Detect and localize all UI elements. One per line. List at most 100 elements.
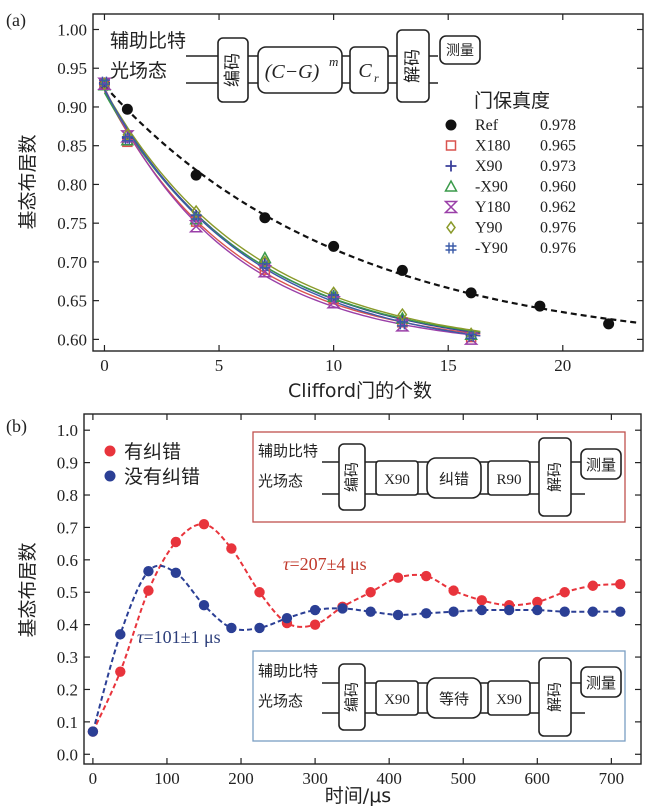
panel-b-xlabel: 时间/μs: [325, 785, 391, 807]
fit-curve-corrected: [91, 523, 621, 733]
data-point--y90: [465, 330, 477, 342]
panel-b-frame: [83, 413, 642, 765]
data-point--y90: [98, 76, 110, 88]
legend-marker-x90: [445, 160, 457, 172]
circuit-gate-sequence-label: (C−G): [265, 61, 320, 83]
panel-b-ytick-label: 0.2: [57, 680, 78, 699]
panel-b-ytick-label: 0.5: [57, 583, 78, 602]
panel-b-ytick-label: 0.9: [57, 454, 78, 473]
circuit-input-bottom: 光场态: [110, 60, 167, 82]
panel-b-ytick-label: 0.0: [57, 745, 78, 764]
data-point--y90: [328, 291, 340, 303]
panel-a-xtick-label: 20: [554, 356, 571, 375]
circuit-uncorrected-gate2-label: 等待: [439, 690, 469, 708]
circuit-recovery-label: C: [358, 60, 372, 82]
circuit-uncorrected-gate3-label: X90: [496, 692, 522, 708]
legend-name-x180: X180: [475, 138, 511, 155]
panel-b-ylabel: 基态布居数: [17, 542, 39, 637]
legend-marker-corrected: [104, 445, 116, 457]
data-point-uncorrected: [420, 608, 432, 619]
circuit-corrected-decode-box: [538, 437, 572, 517]
fit-curve-ref: [103, 85, 639, 324]
panel-b-ytick-label: 1.0: [57, 421, 78, 440]
data-point-corrected: [198, 518, 210, 530]
data-point-corrected: [532, 596, 543, 608]
circuit-uncorrected-decode-label: 解码: [546, 682, 564, 712]
data-point-uncorrected: [448, 606, 459, 617]
circuit-recovery-subscript: r: [374, 71, 379, 85]
circuit-uncorrected-measure-label: 测量: [586, 674, 616, 692]
legend-marker-y180: [443, 200, 459, 214]
data-point-uncorrected: [559, 606, 570, 617]
circuit-gate-sequence-box: [257, 46, 343, 94]
data-point-uncorrected: [170, 567, 182, 578]
panel-a-ytick-label: 0.85: [57, 137, 87, 156]
circuit-corrected-measure-label: 测量: [586, 456, 616, 474]
legend-fidelity-y180: 0.962: [540, 199, 576, 216]
legend-marker--x90: [444, 179, 458, 192]
circuit-encode-label: 编码: [223, 53, 243, 87]
legend-name-y180: Y180: [475, 199, 511, 216]
data-point--x90: [258, 250, 272, 264]
panel-a-label: (a): [6, 10, 26, 31]
circuit-corrected-gate3-box: [487, 460, 531, 496]
legend-marker-y90: [446, 220, 456, 235]
circuit-corrected-input-top: 辅助比特: [258, 442, 318, 460]
data-point-corrected: [226, 543, 237, 554]
panel-a-ytick-label: 0.80: [57, 175, 87, 194]
circuit-encode-box: [217, 37, 249, 103]
legend-fidelity--x90: 0.960: [540, 179, 576, 196]
data-point-uncorrected: [615, 606, 626, 617]
panel-b-ytick-label: 0.4: [57, 616, 79, 635]
legend-fidelity-x90: 0.973: [540, 158, 576, 175]
data-point-ref: [190, 169, 202, 181]
panel-a-ytick-label: 0.75: [57, 214, 87, 233]
panel-b-ytick-label: 0.1: [57, 713, 78, 732]
fit-curve-y180: [103, 87, 481, 337]
data-point-uncorrected: [254, 622, 265, 634]
legend-marker-x180: [445, 140, 457, 151]
panel-a-ytick-label: 1.00: [57, 20, 87, 39]
data-point-ref: [465, 287, 477, 299]
circuit-uncorrected-gate2-box: [426, 677, 482, 719]
data-point-corrected: [615, 578, 626, 590]
panel-a: (a) 0.60 0.65 0.70 0.75 0.80 0.85 0.90 0.95 1.00…: [6, 10, 644, 402]
panel-b-ytick-label: 0.6: [57, 551, 78, 570]
panel-a-legend: 门保真度 Ref 0.978 X180 0.965 X90 0.973 -X90 0.960 Y…: [443, 90, 576, 257]
fit-curve--y90: [103, 89, 481, 337]
circuit-corrected-decode-label: 解码: [546, 462, 564, 492]
panel-b-xtick-label: 100: [154, 769, 180, 788]
data-point-uncorrected: [115, 629, 126, 640]
panel-b-ytick-label: 0.8: [57, 486, 78, 505]
data-point--y90: [121, 133, 133, 145]
fit-curve-y90: [103, 89, 481, 333]
panel-b-ytick-label: 0.7: [57, 518, 79, 537]
panel-b-xtick-label: 600: [525, 769, 551, 788]
data-point--x90: [395, 311, 410, 324]
circuit-corrected-encode-box: [338, 443, 366, 511]
panel-b-circuit-uncorrected: 辅助比特 光场态 编码 X90 等待 X90 解码 测量: [252, 650, 626, 742]
data-point-corrected: [559, 587, 570, 598]
panel-b-ytick-label: 0.3: [57, 648, 78, 667]
circuit-uncorrected-gate1-box: [375, 680, 419, 716]
panel-b-xtick-label: 400: [376, 769, 402, 788]
circuit-decode-box: [396, 29, 430, 103]
data-point-corrected: [392, 572, 404, 583]
panel-b-label: (b): [6, 416, 27, 437]
data-point-uncorrected: [503, 604, 515, 616]
fit-curve--x90: [103, 92, 481, 333]
data-point-ref: [396, 264, 408, 276]
panel-a-frame: [92, 13, 644, 352]
legend-marker-uncorrected: [104, 470, 116, 482]
fit-curve-x90: [103, 89, 481, 334]
data-point-corrected: [476, 595, 487, 606]
circuit-uncorrected-input-bottom: 光场态: [258, 692, 303, 710]
panel-b-legend: 有纠错 没有纠错: [104, 441, 200, 488]
panel-a-xtick-label: 10: [325, 356, 342, 375]
data-point-corrected: [170, 536, 182, 548]
panel-a-xtick-label: 5: [215, 356, 224, 375]
circuit-uncorrected-decode-box: [538, 657, 572, 737]
data-point-corrected: [309, 619, 321, 630]
panel-b-xtick-label: 0: [89, 769, 98, 788]
